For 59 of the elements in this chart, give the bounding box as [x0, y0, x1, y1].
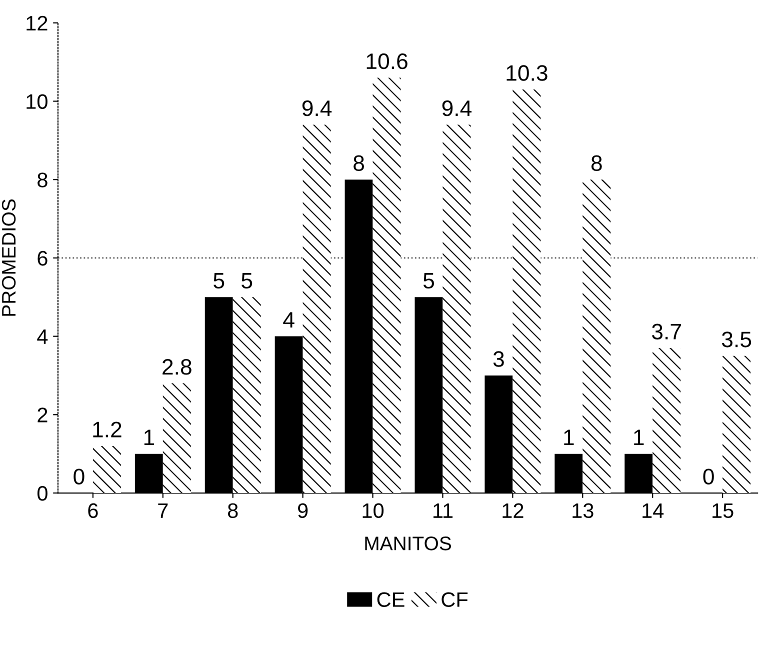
bar [582, 180, 611, 494]
y-tick-label: 2 [38, 408, 48, 422]
bar [512, 89, 541, 494]
data-label: 5 [242, 273, 252, 289]
bar [652, 348, 681, 494]
data-label: 3.7 [652, 324, 681, 340]
data-label: 3 [493, 351, 504, 367]
bar [722, 356, 751, 494]
bar [92, 446, 121, 494]
x-tick-label: 10 [362, 503, 384, 518]
bar [554, 454, 583, 494]
data-label: 1.2 [93, 422, 122, 438]
bar [484, 375, 513, 494]
x-tick-label: 9 [298, 503, 308, 518]
bar [372, 78, 401, 494]
data-label: 2.8 [162, 359, 192, 375]
data-label: 3.5 [722, 332, 752, 348]
bar [204, 297, 233, 494]
data-label: 5 [423, 273, 434, 289]
data-label: 1 [144, 430, 154, 446]
x-tick-label: 14 [642, 504, 664, 518]
x-axis-title: MANITOS [365, 536, 451, 550]
data-label: 8 [591, 155, 602, 172]
bar [162, 383, 191, 494]
x-tick-label: 15 [712, 504, 734, 518]
x-tick-label: 13 [572, 503, 594, 518]
bar [344, 180, 373, 494]
data-label: 9.4 [442, 100, 472, 116]
y-tick-label: 10 [26, 94, 48, 109]
bar [134, 454, 163, 494]
data-label: 4 [283, 312, 294, 328]
y-tick-label: 8 [38, 172, 48, 188]
legend-label: CE [377, 592, 404, 607]
data-label: 5 [214, 273, 224, 289]
data-label: 10.3 [506, 65, 548, 81]
x-tick-label: 12 [502, 503, 524, 518]
bar [624, 454, 653, 494]
y-axis-title: PROMEDIOS [2, 199, 16, 316]
data-label: 0 [703, 468, 714, 484]
bar [232, 297, 261, 494]
data-label: 1 [564, 430, 574, 446]
y-tick-label: 4 [37, 330, 48, 344]
y-tick-label: 0 [37, 486, 48, 501]
data-label: 8 [354, 155, 364, 172]
data-label: 0 [74, 468, 84, 484]
x-tick-label: 11 [434, 504, 453, 518]
data-label: 10.6 [366, 53, 408, 70]
data-label: 9.4 [302, 100, 332, 116]
y-tick-label: 6 [38, 250, 48, 266]
x-tick-label: 6 [88, 503, 98, 518]
data-label: 1 [634, 430, 644, 446]
bar [274, 336, 303, 494]
bar [442, 124, 471, 494]
legend-label: CF [442, 592, 468, 607]
x-tick-label: 8 [228, 503, 238, 518]
x-tick-label: 7 [158, 504, 168, 518]
bar [414, 297, 443, 494]
bar [302, 124, 331, 494]
y-tick-label: 12 [26, 16, 48, 30]
